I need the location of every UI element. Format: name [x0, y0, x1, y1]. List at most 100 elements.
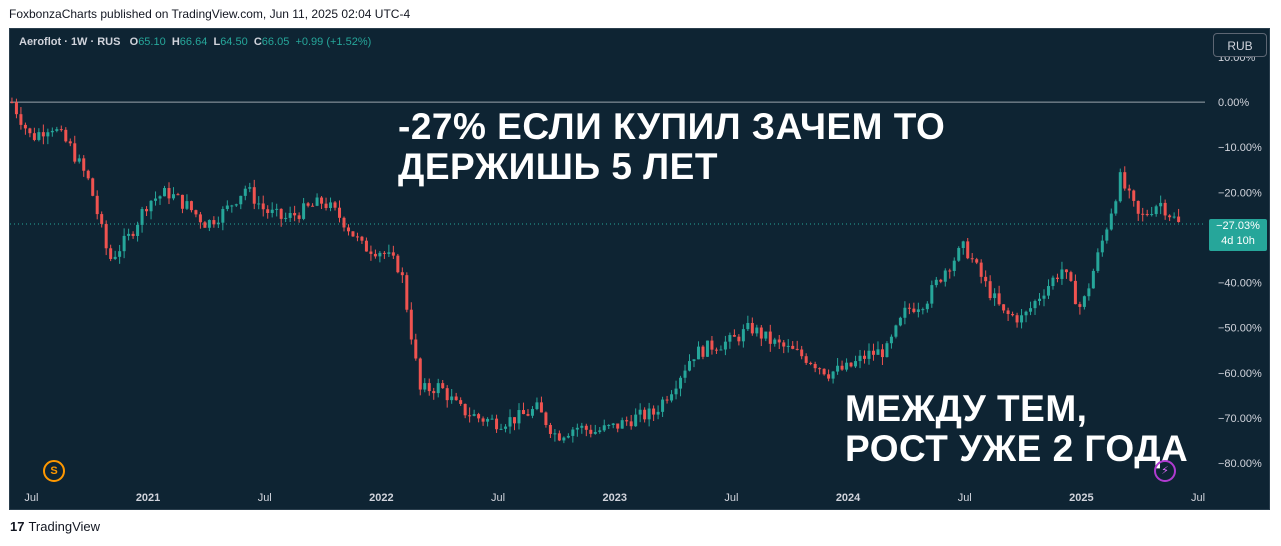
- x-tick-label: 2022: [369, 492, 393, 504]
- candle-body: [342, 217, 346, 228]
- candle-body: [113, 256, 117, 259]
- candle-body: [346, 227, 350, 232]
- x-tick-label: Jul: [258, 492, 272, 504]
- candle-body: [661, 399, 665, 412]
- annotation-bottom-line1: МЕЖДУ ТЕМ,: [845, 388, 1088, 429]
- candle-body: [490, 418, 494, 420]
- candle-body: [19, 114, 23, 125]
- candle-body: [827, 374, 831, 379]
- candle-body: [548, 425, 552, 434]
- candle-body: [508, 417, 512, 427]
- y-tick-label: −80.00%: [1218, 458, 1262, 470]
- candle-body: [477, 414, 481, 419]
- candle-body: [50, 130, 54, 133]
- candle-body: [82, 158, 86, 171]
- candle-body: [1082, 296, 1086, 307]
- candle-body: [656, 411, 660, 415]
- y-tick-label: −10.00%: [1218, 142, 1262, 154]
- candle-body: [921, 309, 925, 311]
- candle-body: [1177, 216, 1181, 222]
- candle-body: [836, 365, 840, 372]
- candle-body: [863, 355, 867, 359]
- candle-body: [355, 236, 359, 238]
- candle-body: [203, 222, 207, 228]
- candle-body: [854, 361, 858, 367]
- candle-body: [688, 361, 692, 371]
- candle-body: [620, 420, 624, 429]
- candle-body: [625, 420, 629, 422]
- candle-body: [171, 194, 175, 199]
- x-tick-label: Jul: [1191, 492, 1205, 504]
- legend-change: +0.99 (+1.52%): [295, 36, 372, 48]
- candle-body: [373, 253, 377, 257]
- candle-body: [804, 356, 808, 363]
- candle-body: [1163, 202, 1167, 216]
- candle-body: [867, 350, 871, 359]
- last-price-tag: −27.03% 4d 10h: [1209, 219, 1267, 251]
- candle-body: [221, 209, 225, 223]
- candle-body: [840, 365, 844, 370]
- candle-body: [495, 418, 499, 430]
- candle-body: [791, 345, 795, 349]
- candle-body: [499, 428, 503, 430]
- candle-body: [441, 383, 445, 389]
- currency-button[interactable]: RUB: [1213, 33, 1267, 57]
- chart-panel[interactable]: 10.00%0.00%−10.00%−20.00%−30.00%−40.00%−…: [9, 28, 1270, 510]
- candle-body: [360, 236, 364, 241]
- candle-body: [652, 408, 656, 415]
- candle-body: [782, 342, 786, 347]
- candle-body: [391, 252, 395, 256]
- candle-body: [845, 362, 849, 370]
- candle-body: [1046, 286, 1050, 296]
- candle-body: [526, 414, 530, 416]
- legend-high-label: H: [171, 36, 180, 48]
- candle-body: [683, 370, 687, 378]
- candle-body: [777, 339, 781, 343]
- candle-body: [961, 241, 965, 249]
- splits-dividends-icon[interactable]: S: [43, 460, 65, 482]
- candle-body: [1011, 314, 1015, 316]
- candle-body: [1038, 298, 1042, 302]
- candlestick-chart[interactable]: 10.00%0.00%−10.00%−20.00%−30.00%−40.00%−…: [10, 29, 1270, 510]
- candle-body: [198, 214, 202, 223]
- candle-body: [889, 336, 893, 344]
- candle-body: [809, 362, 813, 364]
- candle-body: [1132, 190, 1136, 201]
- candle-body: [180, 194, 184, 209]
- candle-body: [566, 435, 570, 438]
- annotation-top[interactable]: -27% ЕСЛИ КУПИЛ ЗАЧЕМ ТО ДЕРЖИШЬ 5 ЛЕТ: [398, 107, 945, 187]
- candle-body: [692, 359, 696, 362]
- candle-body: [1064, 269, 1068, 273]
- candle-body: [77, 158, 81, 162]
- candle-body: [28, 128, 32, 134]
- candle-body: [1069, 272, 1073, 281]
- candle-body: [912, 308, 916, 312]
- candle-body: [1006, 310, 1010, 315]
- candle-body: [504, 426, 508, 429]
- candle-body: [732, 335, 736, 337]
- candle-body: [952, 260, 956, 271]
- candle-body: [517, 410, 521, 424]
- candle-body: [122, 235, 126, 252]
- candle-body: [521, 410, 525, 415]
- candle-body: [557, 433, 561, 441]
- candle-body: [916, 309, 920, 312]
- candle-body: [154, 198, 158, 201]
- candle-body: [275, 208, 279, 210]
- candle-body: [324, 203, 328, 208]
- candle-body: [145, 209, 149, 212]
- candle-body: [427, 383, 431, 392]
- footer-branding[interactable]: 17 TradingView: [10, 519, 100, 534]
- lightning-icon[interactable]: ⚡: [1154, 460, 1176, 482]
- candle-body: [611, 423, 615, 425]
- candle-body: [670, 394, 674, 401]
- candle-body: [140, 209, 144, 225]
- legend-symbol: Aeroflot · 1W · RUS: [19, 36, 121, 48]
- candle-body: [553, 433, 557, 435]
- candle-body: [167, 188, 171, 199]
- candle-body: [333, 202, 337, 208]
- annotation-bottom[interactable]: МЕЖДУ ТЕМ, РОСТ УЖЕ 2 ГОДА: [845, 389, 1188, 469]
- candle-body: [1159, 202, 1163, 207]
- candle-body: [1118, 172, 1122, 202]
- candle-body: [91, 178, 95, 196]
